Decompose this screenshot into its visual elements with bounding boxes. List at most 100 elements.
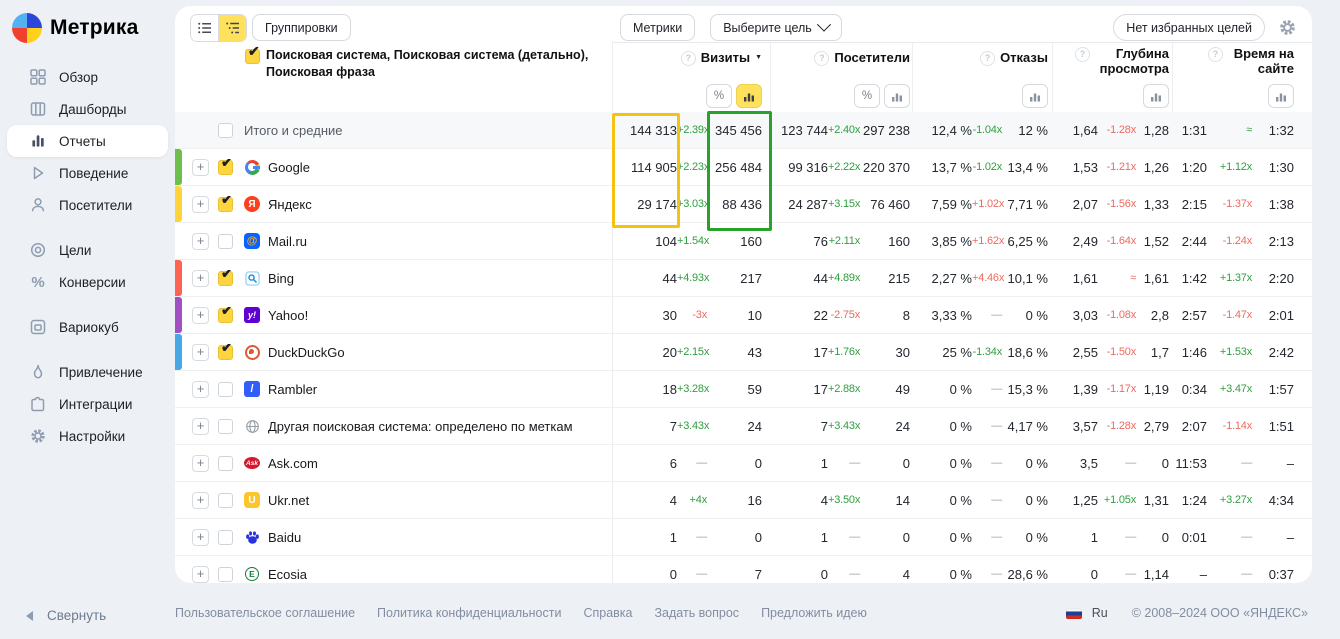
row-checkbox[interactable] — [218, 566, 233, 582]
row-checkbox[interactable] — [218, 159, 233, 175]
row-label[interactable]: Baidu — [268, 529, 302, 545]
help-icon[interactable]: ? — [1208, 47, 1223, 62]
row-name-cell: + Baidu — [175, 528, 610, 546]
groupings-checkbox[interactable] — [245, 43, 260, 64]
row-checkbox[interactable] — [218, 492, 233, 508]
footer-link[interactable]: Пользовательское соглашение — [175, 606, 356, 620]
table-row: + Ask Ask.com 6 — 0 1 — 0 0 % — 0 % 3,5 — 0 11:53 — – — [175, 445, 1312, 482]
expand-row-button[interactable]: + — [192, 491, 209, 509]
row-checkbox[interactable] — [218, 381, 233, 397]
metric-change: +1.05x — [1103, 494, 1136, 506]
metric-current-value: 6 — [669, 455, 677, 471]
expand-row-button[interactable]: + — [192, 269, 209, 287]
sidebar-item-visitors[interactable]: Посетители — [7, 189, 168, 221]
expand-row-button[interactable]: + — [192, 565, 209, 583]
sidebar-item-label: Конверсии — [59, 274, 126, 290]
metrics-button[interactable]: Метрики — [620, 14, 696, 41]
row-label[interactable]: Другая поисковая система: определено по … — [268, 418, 573, 434]
row-label[interactable]: Bing — [268, 270, 295, 286]
expand-row-button[interactable]: + — [192, 454, 209, 472]
row-checkbox[interactable] — [218, 418, 233, 434]
metrika-logo[interactable]: Метрика — [0, 0, 175, 43]
footer-link[interactable]: Справка — [583, 606, 633, 620]
percent-toggle-button[interactable]: % — [706, 84, 732, 108]
sidebar-item-conversions[interactable]: % Конверсии — [7, 266, 168, 298]
sidebar-item-goals[interactable]: Цели — [7, 234, 168, 266]
metric-change: +4x — [689, 494, 708, 506]
tree-view-button[interactable] — [218, 15, 246, 41]
metric-change: +3.50x — [828, 494, 861, 506]
bars-toggle-button[interactable] — [1268, 84, 1294, 108]
bars-toggle-button[interactable] — [736, 84, 762, 108]
sidebar-item-reports[interactable]: Отчеты — [7, 125, 168, 157]
sidebar-item-variocube[interactable]: Вариокуб — [7, 311, 168, 343]
bars-toggle-button[interactable] — [884, 84, 910, 108]
sidebar-item-dashboards[interactable]: Дашборды — [7, 93, 168, 125]
row-label[interactable]: Ukr.net — [268, 492, 310, 508]
sidebar-item-behavior[interactable]: Поведение — [7, 157, 168, 189]
toolbar-divider — [612, 42, 1312, 43]
language-switcher[interactable]: Ru — [1091, 606, 1108, 620]
sidebar-item-settings[interactable]: Настройки — [7, 420, 168, 452]
metric-current-value: 2:57 — [1181, 307, 1207, 323]
metric-previous-value: 24 — [747, 418, 762, 434]
row-label[interactable]: Ecosia — [268, 566, 308, 582]
help-icon[interactable]: ? — [980, 51, 996, 66]
row-checkbox[interactable] — [218, 529, 233, 545]
expand-row-button[interactable]: + — [192, 232, 209, 250]
help-icon[interactable]: ? — [680, 51, 696, 66]
row-checkbox[interactable] — [218, 122, 233, 138]
percent-toggle-button[interactable]: % — [854, 84, 880, 108]
metric-current-value: 30 — [662, 307, 677, 323]
expand-row-button[interactable]: + — [192, 158, 209, 176]
settings-gear-button[interactable] — [1278, 18, 1297, 37]
row-label[interactable]: DuckDuckGo — [268, 344, 345, 360]
expand-row-button[interactable]: + — [192, 306, 209, 324]
sidebar-item-integrations[interactable]: Интеграции — [7, 388, 168, 420]
row-label[interactable]: Rambler — [268, 381, 318, 397]
row-label[interactable]: Google — [268, 159, 310, 175]
row-checkbox[interactable] — [218, 344, 233, 360]
bars-toggle-button[interactable] — [1143, 84, 1169, 108]
list-view-button[interactable] — [191, 15, 218, 41]
sidebar-item-attraction[interactable]: Привлечение — [7, 356, 168, 388]
row-checkbox[interactable] — [218, 233, 233, 249]
collapse-sidebar-button[interactable]: Свернуть — [26, 608, 106, 623]
metric-current-value: 25 % — [942, 344, 972, 360]
row-label[interactable]: Mail.ru — [268, 233, 308, 249]
metric-change: — — [991, 494, 1002, 506]
expand-row-button[interactable]: + — [192, 380, 209, 398]
favorite-goals-button[interactable]: Нет избранных целей — [1113, 14, 1265, 41]
dashboards-icon — [29, 100, 47, 118]
footer-link[interactable]: Предложить идею — [761, 606, 867, 620]
ecosia-favicon: E — [244, 566, 260, 582]
metric-current-value: 0 % — [949, 418, 972, 434]
row-checkbox[interactable] — [218, 307, 233, 323]
help-icon[interactable]: ? — [814, 51, 830, 66]
groupings-button[interactable]: Группировки — [252, 14, 351, 41]
expand-row-button[interactable]: + — [192, 528, 209, 546]
metric-change: -1.47x — [1222, 309, 1253, 321]
globe-favicon — [244, 418, 260, 434]
row-checkbox[interactable] — [218, 196, 233, 212]
metric-current-value: 2,07 — [1072, 196, 1098, 212]
metric-current-value: 44 — [662, 270, 677, 286]
row-checkbox[interactable] — [218, 455, 233, 471]
expand-row-button[interactable]: + — [192, 343, 209, 361]
row-color-strip — [175, 334, 182, 370]
row-label[interactable]: Yahoo! — [268, 307, 309, 323]
conversions-icon: % — [31, 273, 45, 291]
help-icon[interactable]: ? — [1075, 47, 1090, 62]
goal-select-button[interactable]: Выберите цель — [710, 14, 842, 41]
row-checkbox[interactable] — [218, 270, 233, 286]
footer-link[interactable]: Задать вопрос — [654, 606, 740, 620]
row-label[interactable]: Яндекс — [268, 196, 312, 212]
expand-row-button[interactable]: + — [192, 195, 209, 213]
row-label[interactable]: Итого и средние — [244, 122, 343, 138]
sidebar-item-overview[interactable]: Обзор — [7, 61, 168, 93]
footer-link[interactable]: Политика конфиденциальности — [377, 606, 562, 620]
ask-favicon: Ask — [244, 455, 260, 471]
row-label[interactable]: Ask.com — [268, 455, 318, 471]
expand-row-button[interactable]: + — [192, 417, 209, 435]
bars-toggle-button[interactable] — [1022, 84, 1048, 108]
